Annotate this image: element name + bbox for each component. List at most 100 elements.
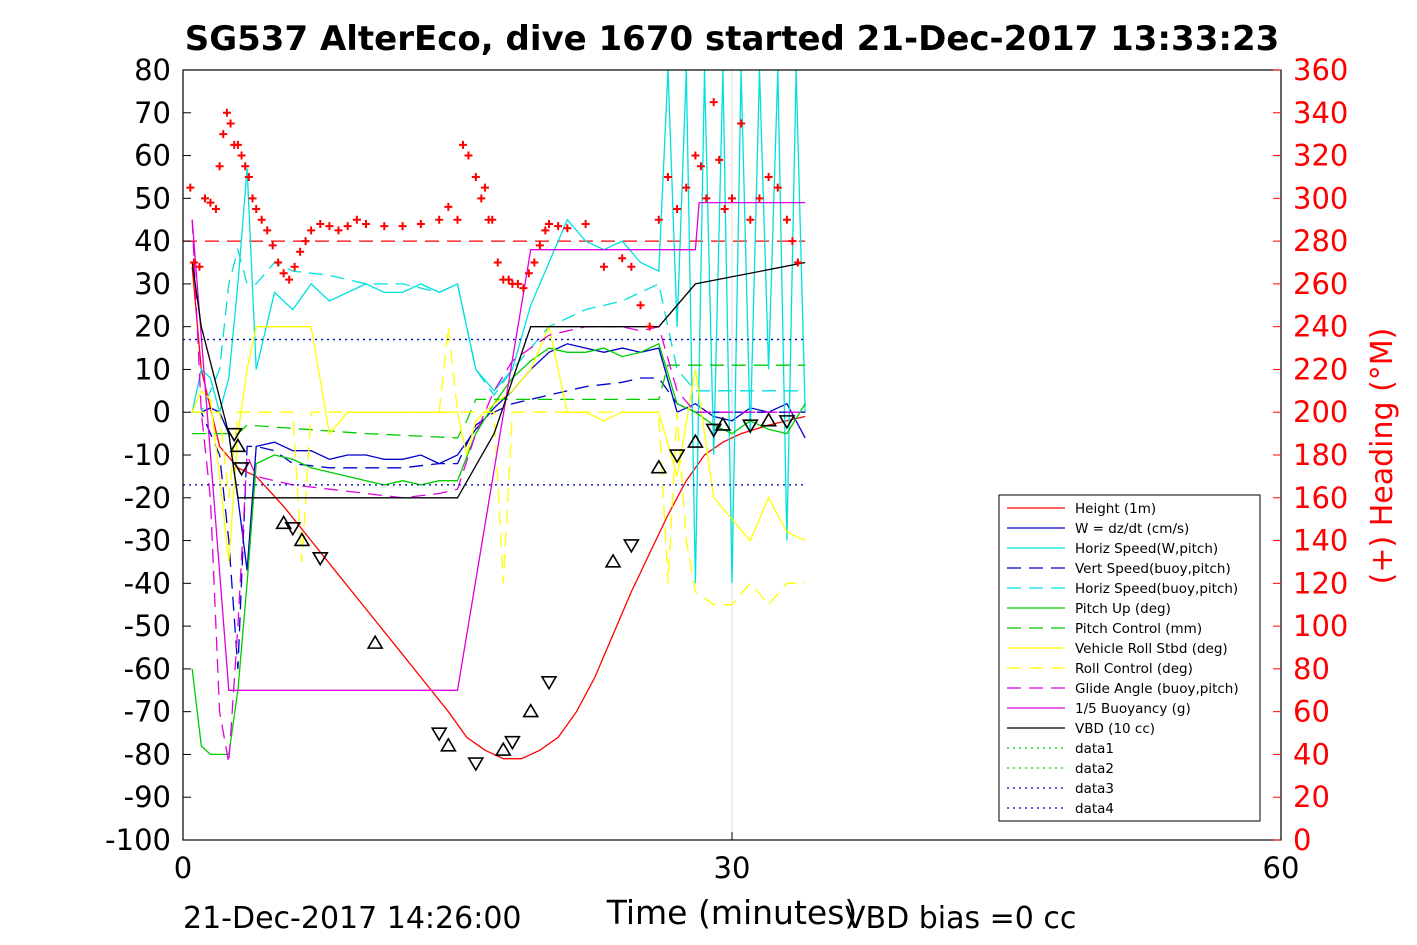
heading-point <box>618 254 627 263</box>
heading-point <box>263 226 272 235</box>
heading-point <box>737 119 746 128</box>
series-line-vert-speed-buoy-pitch- <box>192 377 806 669</box>
y-tick-label-right: 320 <box>1293 139 1348 173</box>
heading-point <box>189 258 198 267</box>
heading-point <box>195 262 204 271</box>
series-line-glide-angle-buoy-pitch- <box>191 219 806 764</box>
heading-point <box>316 220 325 228</box>
heading-point <box>296 247 305 256</box>
y-tick-label-left: 80 <box>134 53 171 87</box>
heading-point <box>471 172 480 181</box>
heading-point <box>200 194 209 203</box>
height-marker <box>741 419 759 434</box>
y-tick-label-left: -60 <box>124 652 171 686</box>
x-axis-label: Time (minutes) <box>606 893 858 932</box>
heading-point <box>285 275 294 284</box>
heading-point <box>513 279 522 288</box>
heading-point <box>535 241 544 250</box>
height-marker <box>229 437 247 453</box>
heading-point <box>782 215 791 224</box>
heading-point <box>709 98 718 107</box>
height-marker <box>604 553 622 568</box>
heading-point <box>788 237 797 246</box>
chart-title: SG537 AlterEco, dive 1670 started 21-Dec… <box>185 19 1280 59</box>
heading-point <box>268 241 277 250</box>
height-marker <box>687 433 704 448</box>
x-tick-label: 30 <box>714 851 751 885</box>
y-tick-label-left: 0 <box>153 395 171 429</box>
y-axis-right-label: (+) Heading (°M) <box>1365 328 1400 585</box>
y-tick-label-right: 240 <box>1293 310 1348 344</box>
heading-point <box>219 130 228 139</box>
y-tick-label-left: -10 <box>124 438 171 472</box>
heading-point <box>416 220 425 228</box>
heading-point <box>226 119 235 128</box>
legend-label: Height (1m) <box>1075 501 1156 517</box>
legend-label: VBD (10 cc) <box>1075 721 1155 737</box>
heading-point <box>274 258 283 267</box>
x-tick-label: 0 <box>174 851 192 885</box>
height-marker <box>522 703 540 718</box>
y-tick-label-left: -90 <box>124 780 171 814</box>
heading-point <box>380 222 389 231</box>
heading-point <box>453 215 462 224</box>
y-axis-right: 3603403203002802602402202001801601401201… <box>1273 53 1348 857</box>
series-line-height-1m- <box>191 266 806 760</box>
y-tick-label-right: 340 <box>1293 96 1348 130</box>
y-tick-label-right: 280 <box>1293 224 1348 258</box>
heading-point <box>307 226 316 235</box>
legend-label: Horiz Speed(buoy,pitch) <box>1075 581 1238 597</box>
x-axis: 0 30 60 <box>174 832 1300 885</box>
heading-point <box>252 205 261 214</box>
heading-point <box>186 183 195 192</box>
y-tick-label-left: -80 <box>124 737 171 771</box>
height-marker <box>311 551 329 567</box>
heading-point <box>206 198 215 207</box>
y-tick-label-right: 20 <box>1293 780 1330 814</box>
height-marker <box>293 531 311 547</box>
y-tick-label-left: -20 <box>124 481 171 515</box>
heading-point <box>290 262 299 271</box>
height-marker <box>760 412 777 427</box>
heading-point <box>257 215 266 224</box>
heading-point <box>530 258 539 267</box>
y-tick-label-left: -40 <box>124 566 171 600</box>
y-tick-label-right: 220 <box>1293 352 1348 386</box>
y-tick-label-right: 40 <box>1293 737 1330 771</box>
y-axis-left: 80 70 60 50 40 30 20 10 0 -10 -20 -30 -40 -50 -60 -70 -8… <box>105 53 191 857</box>
heading-point <box>477 194 486 203</box>
footer-timestamp: 21-Dec-2017 14:26:00 <box>183 901 522 936</box>
y-tick-label-right: 60 <box>1293 695 1330 729</box>
x-tick-label: 60 <box>1263 851 1300 885</box>
series-group <box>183 70 806 772</box>
plot-area <box>182 69 1282 841</box>
heading-point <box>362 220 370 228</box>
y-tick-label-left: -30 <box>124 524 171 558</box>
y-tick-label-right: 200 <box>1293 395 1348 429</box>
series-line-pitch-control-mm- <box>192 364 806 439</box>
y-tick-label-left: -70 <box>124 695 171 729</box>
y-tick-label-right: 0 <box>1293 823 1311 857</box>
heading-point <box>244 172 253 181</box>
heading-point <box>222 108 231 117</box>
y-tick-label-left: 50 <box>134 181 171 215</box>
series-line-horiz-speed-buoy-pitch- <box>192 247 806 413</box>
legend-label: Pitch Up (deg) <box>1075 601 1171 617</box>
y-tick-label-right: 120 <box>1293 566 1348 600</box>
heading-point <box>215 162 224 171</box>
y-tick-label-left: 70 <box>134 96 171 130</box>
legend-box <box>998 494 1261 822</box>
legend-label: W = dz/dt (cm/s) <box>1075 521 1189 537</box>
heading-point <box>764 172 773 181</box>
heading-point <box>728 194 736 203</box>
legend: Height (1m) W = dz/dt (cm/s) Horiz Speed(W… <box>998 494 1261 822</box>
heading-point <box>504 275 513 284</box>
heading-point <box>493 258 502 267</box>
y-tick-label-left: 60 <box>134 139 171 173</box>
y-tick-label-right: 80 <box>1293 652 1330 686</box>
heading-point <box>545 220 553 228</box>
height-marker <box>225 427 243 443</box>
heading-point <box>696 162 705 171</box>
legend-label: Horiz Speed(W,pitch) <box>1075 541 1218 557</box>
heading-point <box>248 194 257 203</box>
